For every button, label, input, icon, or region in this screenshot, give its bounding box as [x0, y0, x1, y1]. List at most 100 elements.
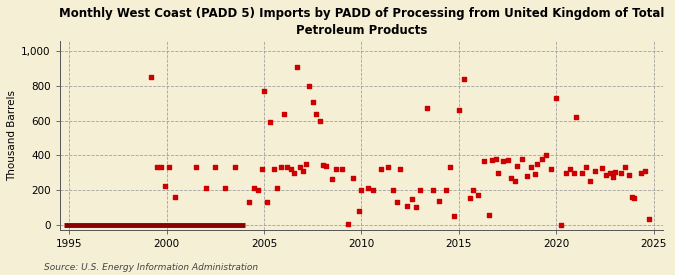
Point	[395, 167, 406, 171]
Point	[483, 213, 494, 217]
Point	[414, 188, 425, 192]
Point	[353, 208, 364, 213]
Point	[492, 170, 503, 175]
Point	[546, 167, 557, 171]
Point	[253, 188, 264, 192]
Point	[536, 156, 547, 161]
Point	[230, 165, 240, 170]
Point	[407, 196, 418, 201]
Point	[259, 89, 269, 93]
Point	[491, 156, 502, 161]
Point	[620, 165, 630, 170]
Y-axis label: Thousand Barrels: Thousand Barrels	[7, 90, 17, 181]
Point	[628, 196, 639, 200]
Point	[342, 222, 353, 226]
Point	[271, 186, 282, 190]
Point	[449, 214, 460, 218]
Point	[146, 75, 157, 79]
Point	[577, 171, 588, 176]
Point	[643, 217, 654, 222]
Point	[256, 167, 267, 171]
Point	[292, 65, 302, 69]
Point	[590, 169, 601, 173]
Point	[639, 169, 650, 173]
Point	[220, 186, 231, 190]
Point	[331, 167, 342, 171]
Point	[512, 163, 522, 168]
Point	[608, 175, 618, 179]
Point	[159, 184, 170, 189]
Point	[510, 179, 520, 183]
Point	[163, 165, 174, 170]
Point	[487, 157, 497, 162]
Title: Monthly West Coast (PADD 5) Imports by PADD of Processing from United Kingdom of: Monthly West Coast (PADD 5) Imports by P…	[59, 7, 664, 37]
Point	[531, 162, 542, 166]
Point	[468, 188, 479, 192]
Point	[427, 188, 438, 192]
Point	[616, 170, 627, 175]
Point	[410, 205, 421, 210]
Point	[363, 186, 374, 190]
Point	[529, 172, 540, 177]
Point	[473, 193, 484, 197]
Point	[321, 163, 332, 168]
Point	[627, 195, 638, 199]
Point	[585, 179, 595, 183]
Point	[200, 186, 211, 190]
Point	[597, 166, 608, 170]
Point	[568, 170, 579, 175]
Point	[286, 167, 297, 171]
Point	[541, 153, 552, 158]
Point	[317, 163, 328, 167]
Point	[556, 222, 566, 227]
Point	[581, 165, 592, 170]
Point	[454, 108, 464, 112]
Point	[152, 164, 163, 169]
Point	[441, 188, 452, 192]
Point	[517, 156, 528, 161]
Point	[298, 169, 308, 173]
Point	[278, 111, 289, 116]
Point	[289, 170, 300, 175]
Point	[421, 106, 432, 111]
Point	[402, 203, 412, 208]
Point	[304, 84, 315, 88]
Point	[551, 96, 562, 100]
Point	[506, 176, 517, 180]
Point	[295, 165, 306, 170]
Text: Source: U.S. Energy Information Administration: Source: U.S. Energy Information Administ…	[44, 263, 258, 272]
Point	[282, 165, 293, 170]
Point	[262, 200, 273, 204]
Point	[560, 170, 571, 175]
Point	[169, 195, 180, 199]
Point	[479, 159, 489, 164]
Point	[300, 162, 311, 166]
Point	[387, 188, 398, 192]
Point	[368, 188, 379, 192]
Point	[375, 167, 386, 171]
Point	[458, 77, 469, 81]
Point	[635, 170, 646, 175]
Point	[604, 170, 615, 175]
Point	[526, 165, 537, 170]
Point	[155, 165, 166, 170]
Point	[307, 99, 318, 104]
Point	[601, 173, 612, 177]
Point	[269, 167, 279, 171]
Point	[249, 186, 260, 190]
Point	[434, 199, 445, 204]
Point	[190, 164, 201, 169]
Point	[610, 169, 620, 174]
Point	[337, 167, 348, 171]
Point	[391, 200, 402, 204]
Point	[522, 174, 533, 178]
Point	[497, 159, 508, 164]
Point	[348, 176, 358, 180]
Point	[243, 200, 254, 204]
Point	[327, 177, 338, 181]
Point	[275, 165, 286, 170]
Point	[210, 164, 221, 169]
Point	[624, 173, 634, 177]
Point	[502, 158, 513, 163]
Point	[310, 111, 321, 116]
